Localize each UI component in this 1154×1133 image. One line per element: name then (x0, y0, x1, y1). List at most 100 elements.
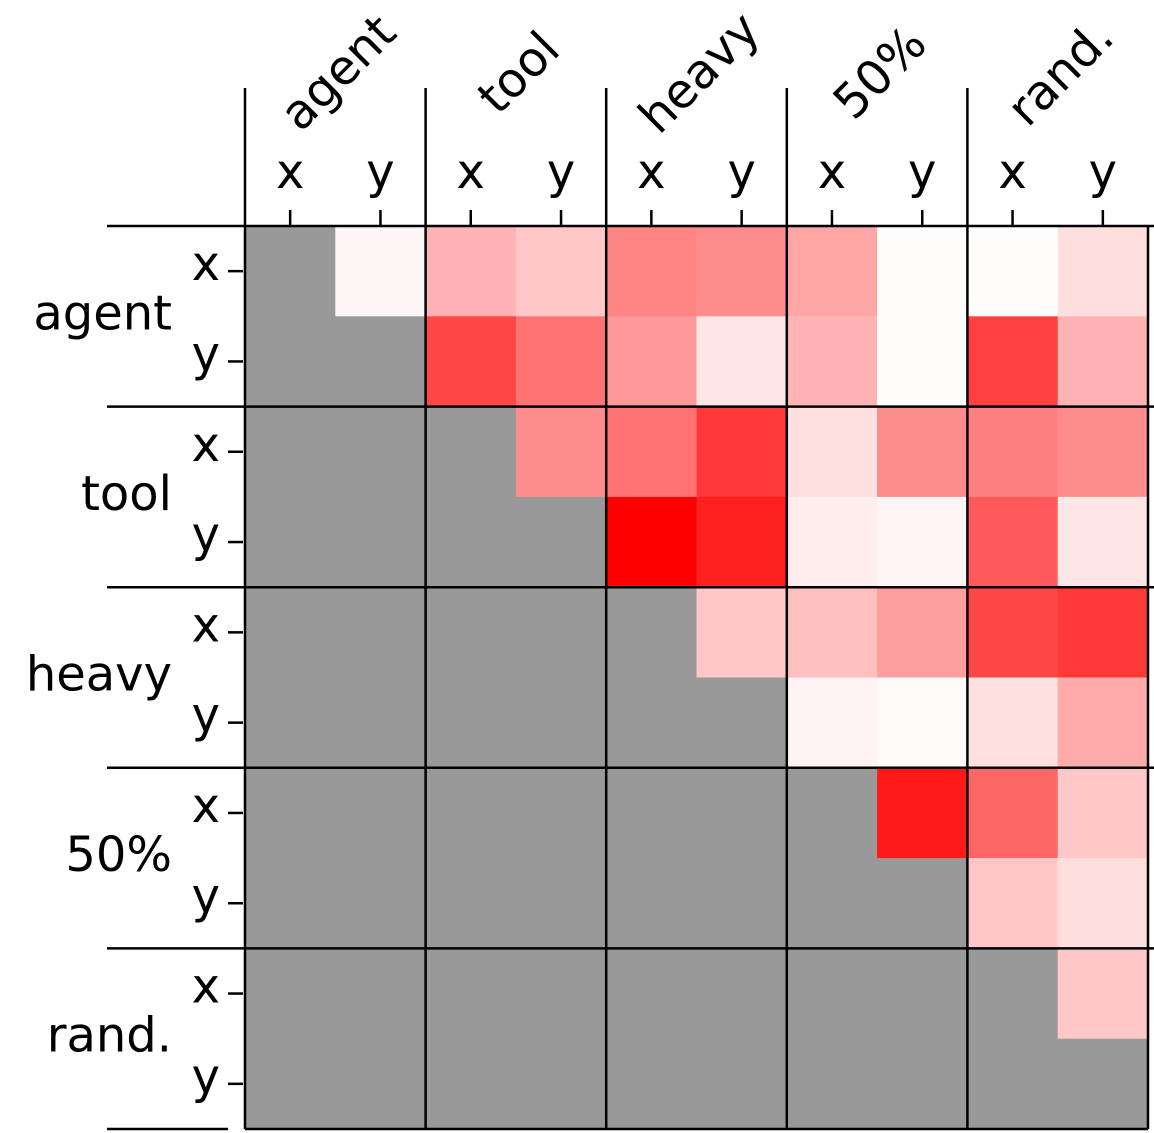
missing-cell (245, 858, 336, 949)
cell (786, 496, 878, 588)
column-tick-label: x (998, 144, 1026, 200)
cell (877, 496, 968, 588)
cell (696, 316, 788, 408)
missing-cell (606, 677, 697, 769)
missing-cell (245, 677, 336, 769)
cell (877, 677, 968, 769)
cell (606, 226, 697, 317)
cell (515, 406, 607, 498)
cell (425, 316, 517, 408)
cell (786, 406, 878, 498)
cell (967, 496, 1059, 588)
cell (967, 587, 1059, 678)
cell (606, 316, 697, 408)
cell (1057, 677, 1149, 769)
row-group-label: rand. (47, 1008, 172, 1064)
cell (967, 767, 1059, 859)
missing-cell (425, 858, 517, 949)
missing-cell (877, 1038, 968, 1130)
cell (1057, 587, 1149, 678)
column-tick-label: x (818, 144, 846, 200)
cell (786, 316, 878, 408)
cell (1057, 316, 1149, 408)
missing-cell (425, 1038, 517, 1130)
cell (877, 406, 968, 498)
column-tick-label: y (547, 144, 575, 200)
missing-cell (425, 677, 517, 769)
row-tick-label: x (192, 236, 220, 292)
missing-cell (245, 948, 336, 1040)
missing-cell (515, 496, 607, 588)
missing-cell (606, 1038, 697, 1130)
cell (1057, 406, 1149, 498)
column-group-label: tool (467, 21, 571, 125)
row-tick-label: x (192, 597, 220, 653)
missing-cell (245, 316, 336, 408)
missing-cell (245, 767, 336, 859)
cell (1057, 767, 1149, 859)
column-tick-label: x (637, 144, 665, 200)
cell (606, 406, 697, 498)
row-tick-label: y (192, 868, 220, 924)
missing-cell (515, 767, 607, 859)
missing-cell (425, 767, 517, 859)
cell (786, 677, 878, 769)
missing-cell (335, 316, 427, 408)
missing-cell (606, 948, 697, 1040)
column-tick-label: y (1089, 144, 1117, 200)
missing-cell (335, 767, 427, 859)
missing-cell (786, 1038, 878, 1130)
cell (967, 677, 1059, 769)
cell (1057, 496, 1149, 588)
missing-cell (245, 406, 336, 498)
cell (786, 226, 878, 317)
missing-cell (696, 677, 788, 769)
missing-cell (1057, 1038, 1149, 1130)
cell (696, 587, 788, 678)
cell (515, 316, 607, 408)
missing-cell (335, 406, 427, 498)
column-tick-label: y (366, 144, 394, 200)
missing-cell (606, 767, 697, 859)
missing-cell (425, 496, 517, 588)
row-tick-label: x (192, 778, 220, 834)
column-tick-label: y (727, 144, 755, 200)
missing-cell (606, 587, 697, 678)
row-tick-label: y (192, 688, 220, 744)
missing-cell (696, 948, 788, 1040)
missing-cell (335, 858, 427, 949)
missing-cell (515, 1038, 607, 1130)
row-tick-label: y (192, 507, 220, 563)
missing-cell (786, 858, 878, 949)
missing-cell (425, 948, 517, 1040)
cell (425, 226, 517, 317)
cell (515, 226, 607, 317)
column-group-label: rand. (996, 9, 1124, 137)
row-group-label: tool (81, 466, 172, 522)
missing-cell (245, 226, 336, 317)
cell (1057, 858, 1149, 949)
missing-cell (515, 858, 607, 949)
missing-cell (425, 406, 517, 498)
missing-cell (967, 948, 1059, 1040)
column-group-label: agent (269, 4, 407, 142)
column-tick-label: y (908, 144, 936, 200)
row-tick-label: y (192, 1049, 220, 1105)
cell (696, 406, 788, 498)
missing-cell (515, 587, 607, 678)
missing-cell (696, 858, 788, 949)
missing-cell (335, 948, 427, 1040)
cell (606, 496, 697, 588)
missing-cell (877, 948, 968, 1040)
missing-cell (786, 948, 878, 1040)
missing-cell (335, 587, 427, 678)
cell (335, 226, 427, 317)
column-tick-label: x (457, 144, 485, 200)
missing-cell (696, 1038, 788, 1130)
cell (877, 226, 968, 317)
cell (877, 767, 968, 859)
missing-cell (335, 1038, 427, 1130)
cell (877, 316, 968, 408)
cell (786, 587, 878, 678)
